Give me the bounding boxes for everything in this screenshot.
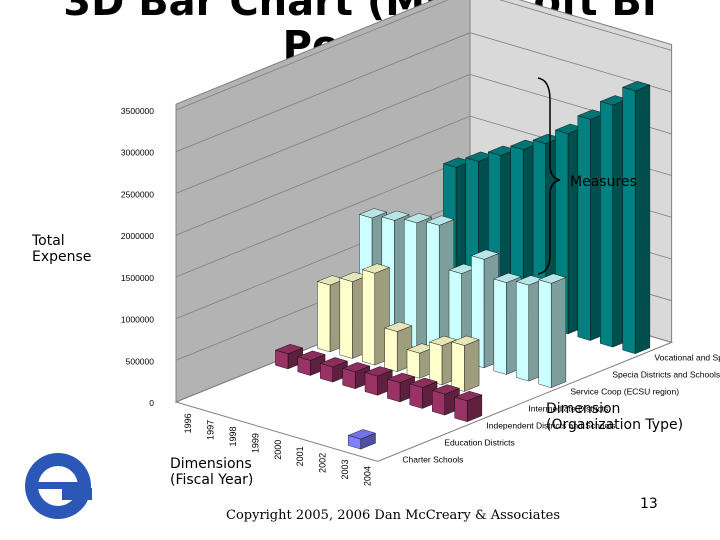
bar-front [362, 269, 375, 366]
measures-label: Measures [570, 174, 637, 190]
y-tick-label: 1500000 [121, 273, 154, 283]
bar-front [600, 101, 613, 348]
y-tick-label: 500000 [126, 356, 155, 366]
x-tick-label: 1999 [250, 433, 260, 453]
logo [25, 453, 92, 519]
bar-front [364, 372, 378, 396]
bar [364, 366, 393, 396]
x-tick-label: 1998 [228, 427, 238, 447]
bar-front [320, 363, 333, 383]
series-label: Specia Districts and Schools [612, 370, 720, 380]
bar [538, 273, 567, 388]
bar-front [493, 278, 507, 375]
bar-front [426, 221, 440, 355]
copyright: Copyright 2005, 2006 Dan McCreary & Asso… [226, 508, 561, 523]
series-label: Charter Schools [402, 455, 463, 465]
bar-front [342, 368, 356, 389]
y-tick-label: 3500000 [121, 106, 154, 116]
bar-side [550, 277, 567, 388]
x-tick-label: 2000 [273, 440, 283, 460]
bar-side [634, 84, 651, 354]
bar-front [297, 356, 311, 376]
total-expense-label: Total Expense [32, 233, 92, 265]
bar-front [451, 341, 465, 392]
dimension-org-label: Dimension (Organization Type) [546, 401, 684, 433]
bar-front [409, 383, 423, 409]
bar [493, 272, 522, 375]
bar-front [516, 281, 529, 382]
y-tick-label: 0 [149, 398, 154, 408]
bar-front [622, 86, 636, 354]
series-label: Independent Districts and Schools [486, 421, 615, 431]
series-label: Intermediate Districts [528, 404, 608, 414]
y-tick-label: 2500000 [121, 189, 154, 199]
bar [454, 390, 483, 422]
y-tick-label: 3000000 [121, 148, 154, 158]
series-label: Vocational and Specia Ed Coop [654, 353, 720, 363]
x-tick-label: 2001 [295, 446, 305, 466]
dimensions-year-label: Dimensions (Fiscal Year) [170, 456, 254, 488]
y-tick-label: 1000000 [121, 315, 154, 325]
bar-front [429, 341, 443, 386]
measures-brace [537, 77, 561, 275]
bar-front [454, 396, 468, 422]
x-tick-label: 2003 [340, 460, 350, 480]
bar-front [339, 277, 353, 359]
x-tick-label: 1997 [206, 420, 216, 440]
y-tick-label: 2000000 [121, 231, 154, 241]
x-tick-label: 2002 [318, 453, 328, 473]
bar-front [538, 279, 552, 388]
slide-number: 13 [640, 496, 658, 512]
bar-front [432, 390, 445, 416]
bar [319, 357, 349, 383]
bar-front [577, 115, 591, 341]
series-label: Service Coop (ECSU region) [570, 387, 679, 397]
bar-front [275, 349, 289, 370]
bar-front [317, 281, 331, 353]
bar [316, 275, 346, 353]
gridline [175, 32, 672, 153]
bar-front [387, 378, 401, 403]
gridline [175, 0, 672, 111]
bar [451, 335, 480, 392]
bar-front [384, 327, 398, 372]
bar-front [406, 349, 420, 379]
bar-front [348, 435, 361, 450]
bar-front [404, 218, 417, 349]
x-tick-label: 2004 [362, 466, 372, 486]
bar [622, 81, 651, 354]
x-tick-label: 1996 [183, 413, 193, 433]
bar-side [464, 339, 480, 392]
series-label: Education Districts [444, 438, 514, 448]
bar [347, 429, 377, 450]
